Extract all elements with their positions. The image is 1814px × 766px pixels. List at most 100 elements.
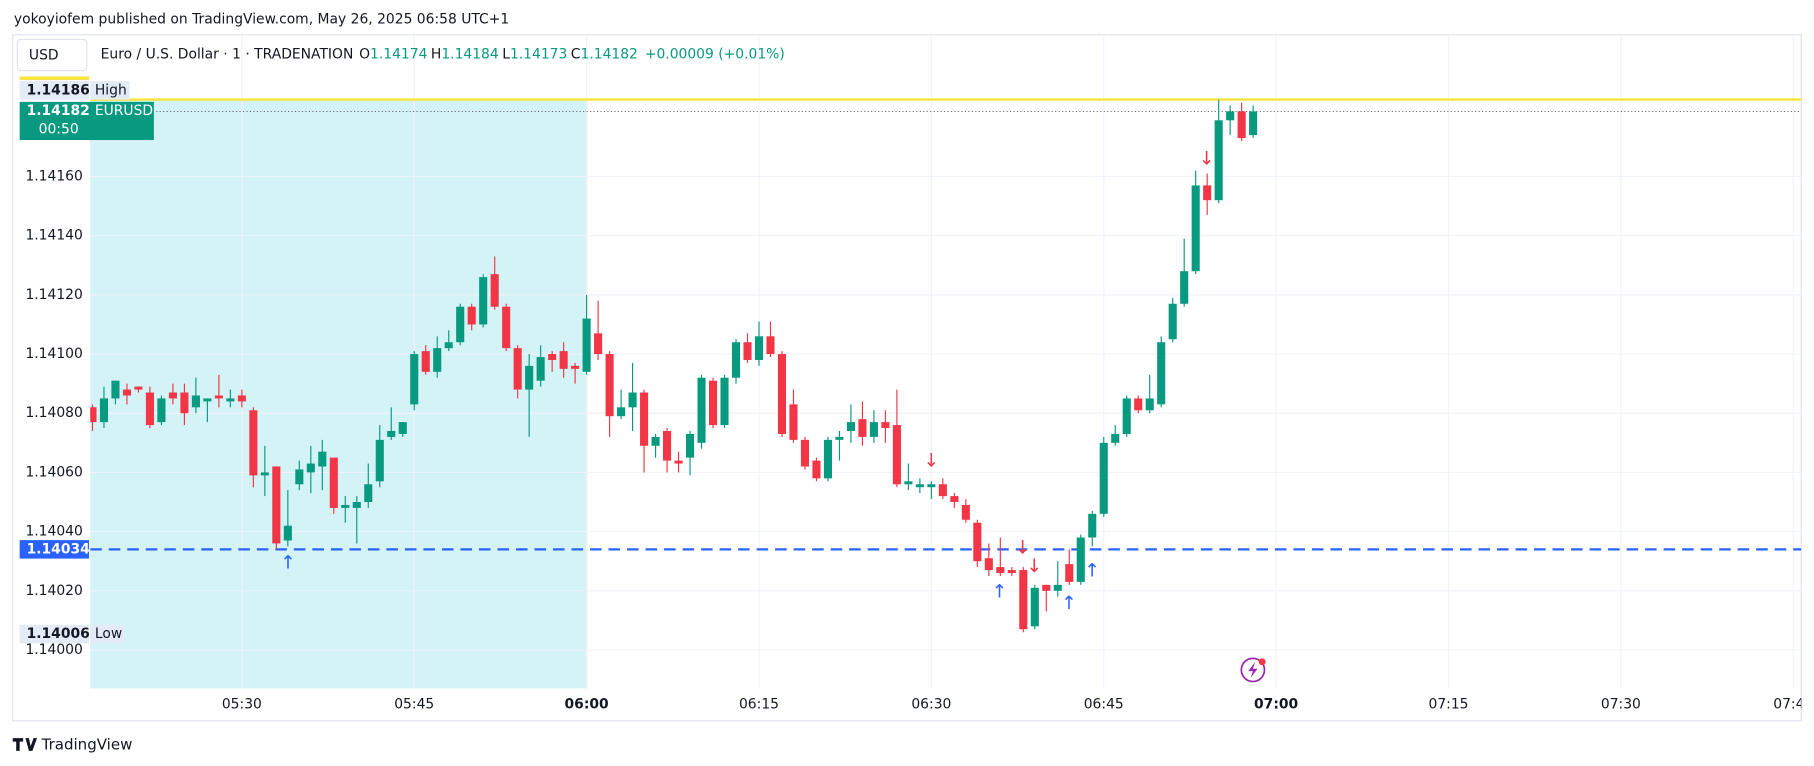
candle-body [594, 333, 603, 355]
currency[interactable]: USD [29, 48, 59, 64]
candle-body [341, 504, 350, 508]
candle-body [157, 398, 166, 423]
candle-body [237, 395, 246, 402]
y-tick-label: 1.14040 [25, 524, 82, 540]
y-tick-label: 1.14120 [25, 287, 82, 303]
candle-body [1237, 111, 1246, 139]
candle-body [961, 504, 970, 520]
x-tick-label: 06:00 [565, 697, 609, 713]
candle-body [927, 484, 936, 488]
range-box [90, 99, 587, 689]
candle-body [433, 348, 442, 372]
candle-body [410, 354, 419, 405]
candle-body [571, 365, 580, 369]
chart-frame [12, 34, 1802, 722]
last-price: 1.14182 [27, 103, 90, 119]
candle-body [364, 484, 373, 503]
candle-body [1180, 271, 1189, 304]
y-tick-label: 1.14160 [25, 169, 82, 185]
candle-body [812, 460, 821, 479]
candle-body [180, 392, 189, 414]
legend: Euro / U.S. Dollar · 1 · TRADENATION O 1.1… [101, 46, 785, 62]
legend-text: H [431, 46, 441, 62]
x-tick-label: 07:45 [1773, 697, 1813, 713]
candle-body [1065, 564, 1074, 582]
y-tick-label: 1.14080 [25, 405, 82, 421]
candle-body [168, 392, 177, 399]
candle-body [387, 430, 396, 437]
candle-body [90, 407, 97, 423]
candle-body [1203, 185, 1212, 201]
candle-body [1042, 584, 1051, 591]
candle-body [846, 422, 855, 431]
candle-body [1019, 570, 1028, 630]
price-tag-label: 1.14186 [27, 82, 90, 98]
candle-body [548, 354, 557, 360]
y-tick-label: 1.14140 [25, 228, 82, 244]
candle-body [1053, 584, 1062, 591]
candle-body [904, 481, 913, 485]
candle-body [1088, 513, 1097, 538]
sell-signal: ↓ [1026, 556, 1042, 577]
candle-body [984, 558, 993, 571]
buy-signal: ↑ [992, 581, 1008, 602]
candle-body [582, 318, 591, 372]
candle-body [1076, 537, 1085, 582]
candle-body [490, 274, 499, 307]
plot [90, 98, 1802, 633]
currency-box[interactable] [16, 38, 88, 72]
candle-body [800, 439, 810, 467]
candle-body [996, 567, 1005, 574]
candle-body [1134, 398, 1143, 411]
x-tick-label: 07:00 [1254, 697, 1298, 713]
candle-body [398, 422, 407, 434]
legend-text: O [359, 46, 370, 62]
high-tag-bar [19, 76, 90, 80]
candle-body [1122, 398, 1131, 434]
candle-body [823, 439, 832, 479]
candle-body [777, 354, 787, 434]
candle-body [640, 392, 649, 446]
x-tick-label: 06:45 [1084, 697, 1124, 713]
candle-body [754, 336, 764, 360]
candle-body [559, 351, 568, 369]
candle-body [1030, 587, 1039, 627]
candle-body [663, 430, 672, 461]
candle-body [456, 306, 465, 343]
candle-body [938, 484, 947, 497]
candle-body [1145, 398, 1154, 411]
footer-logo: TradingView [12, 736, 133, 754]
last-name: EURUSD [95, 103, 153, 119]
price-tag-label: 1.14034 [27, 541, 91, 557]
candle-body [318, 451, 327, 467]
candle-body [249, 410, 258, 476]
legend-text: L [502, 46, 510, 62]
candle-body [1157, 342, 1166, 405]
footer-text: TradingView [41, 736, 133, 754]
lightning-icon[interactable] [1240, 657, 1266, 683]
x-tick-label: 06:30 [911, 697, 951, 713]
y-axis: 1.14000 1.14020 1.14040 1.14060 1.14080 1.141… [19, 76, 154, 658]
candle-body [708, 380, 718, 426]
countdown: 00:50 [39, 122, 79, 138]
candle-body [950, 496, 959, 503]
candle-body [502, 306, 511, 349]
candle-body [605, 354, 614, 417]
y-tick-label: 1.14020 [25, 583, 82, 599]
low-name: Low [95, 626, 122, 642]
candle-body [444, 342, 453, 349]
y-tick-label: 1.14100 [25, 346, 82, 362]
candle-body [835, 436, 844, 440]
candle-body [375, 439, 384, 482]
legend-text: 1.14182 [581, 46, 638, 62]
candle-body [145, 392, 154, 426]
plot-back [90, 34, 1802, 689]
candle-body [203, 398, 212, 402]
candle-body [1168, 303, 1177, 340]
candle-body [467, 306, 476, 325]
candle-body [743, 342, 752, 360]
candle-body [272, 466, 281, 544]
candle-body [628, 392, 637, 408]
